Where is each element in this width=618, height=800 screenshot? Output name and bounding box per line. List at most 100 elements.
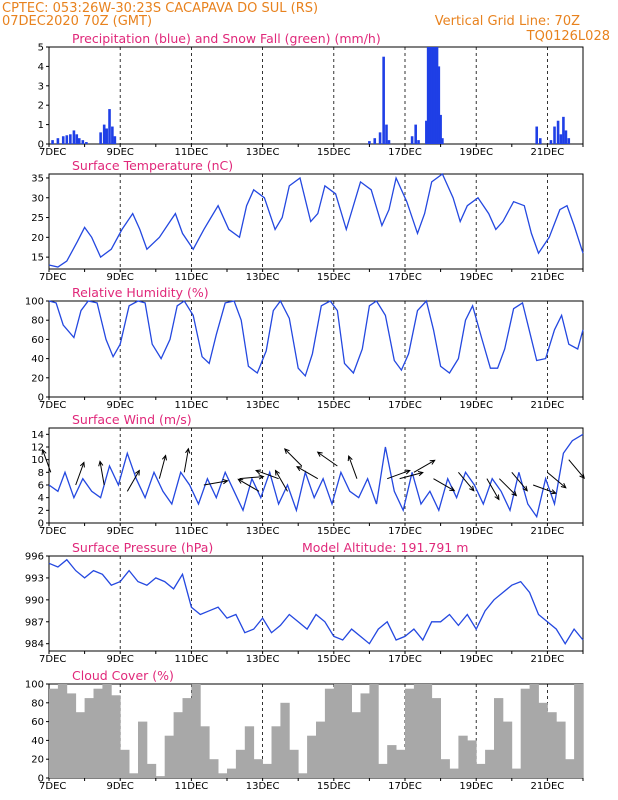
wind-arrow [126, 469, 140, 492]
y-tick-label: 80 [31, 316, 44, 327]
wind-arrow [547, 471, 567, 489]
wind-arrow [486, 478, 500, 501]
cloud-bar [280, 702, 290, 778]
y-tick-label: 2 [38, 506, 44, 517]
y-tick-label: 0 [38, 774, 44, 785]
wind-arrow [413, 459, 436, 473]
precip-bar [102, 124, 106, 144]
series-line [48, 172, 584, 268]
y-tick-label: 990 [25, 595, 44, 606]
precip-bar [77, 138, 81, 144]
plot-frame [48, 555, 584, 652]
precip-bar [105, 128, 108, 144]
y-tick-label: 2 [38, 101, 44, 112]
wind-arrow [458, 472, 475, 492]
wind-arrow [433, 478, 456, 492]
x-tick-label: 13DEC [246, 272, 280, 283]
x-tick-label: 9DEC [107, 400, 134, 411]
cloud-bar [262, 763, 272, 778]
x-tick-label: 21DEC [531, 781, 565, 792]
x-tick-label: 13DEC [246, 400, 280, 411]
cloud-bar [458, 735, 468, 778]
x-tick-label: 7DEC [39, 526, 66, 537]
y-tick-label: 20 [31, 373, 44, 384]
panel-5: 0 20 40 60 80 100 7DEC 9DEC 11DEC 13DEC 15DEC 17DEC… [25, 668, 584, 792]
panel-2: 0 20 40 60 80 100 7DEC 9DEC 11DEC 13DEC 15DEC 17DEC… [25, 285, 584, 411]
wind-arrow [532, 484, 557, 495]
header-date: 07DEC2020 70Z (GMT) [2, 14, 152, 29]
cloud-bar [146, 763, 157, 778]
x-tick-label: 19DEC [459, 654, 493, 665]
plot-frame [48, 46, 584, 145]
cloud-bar [253, 759, 263, 778]
panel-annotation: Model Altitude: 191.791 m [302, 540, 468, 555]
precip-bar [414, 124, 417, 144]
y-tick-label: 8 [38, 468, 44, 479]
x-tick-label: 15DEC [317, 654, 351, 665]
precip-bar [56, 138, 60, 144]
x-tick-label: 19DEC [459, 272, 493, 283]
cloud-bar [298, 773, 308, 778]
x-tick-label: 17DEC [388, 400, 422, 411]
wind-arrow [158, 454, 167, 479]
precip-bar [410, 136, 414, 144]
precip-bar [432, 47, 435, 144]
cloud-bar [200, 726, 210, 778]
precip-bar [113, 136, 117, 144]
cloud-bar [467, 740, 477, 778]
y-tick-label: 0 [38, 140, 44, 151]
wind-arrow [41, 448, 52, 473]
precip-bar [556, 120, 560, 144]
series-line [48, 558, 584, 645]
x-tick-label: 21DEC [531, 526, 565, 537]
y-tick-label: 10 [31, 455, 44, 466]
wind-arrow [568, 459, 585, 479]
wind-arrow [239, 474, 265, 480]
x-tick-label: 7DEC [39, 272, 66, 283]
y-tick-label: 60 [31, 335, 44, 346]
x-tick-label: 19DEC [459, 400, 493, 411]
wind-arrow [98, 460, 105, 486]
y-tick-label: 35 [31, 173, 44, 184]
y-tick-label: 100 [25, 680, 44, 691]
wind-arrow [347, 455, 358, 479]
cloud-bar [396, 749, 406, 778]
y-tick-label: 987 [25, 617, 44, 628]
precip-bar [437, 66, 441, 144]
x-tick-label: 9DEC [107, 272, 134, 283]
y-tick-label: 993 [25, 573, 44, 584]
x-tick-label: 21DEC [531, 272, 565, 283]
precip-bar [373, 138, 377, 144]
cloud-bar [209, 759, 219, 778]
wind-arrow [237, 478, 260, 492]
wind-arrow [183, 447, 191, 473]
precip-bar [439, 114, 442, 144]
x-tick-label: 11DEC [175, 272, 209, 283]
panel-title: Surface Temperature (nC) [72, 158, 233, 173]
cloud-bar [378, 763, 388, 778]
x-tick-label: 15DEC [317, 272, 351, 283]
series-line [48, 433, 584, 519]
precip-bar [72, 130, 76, 144]
cloud-bar [227, 768, 237, 778]
cloud-bar [494, 698, 504, 778]
plot-frame [48, 173, 584, 270]
x-tick-label: 21DEC [531, 654, 565, 665]
cloud-bar [182, 698, 192, 778]
wind-arrow [498, 478, 518, 497]
precip-bar [378, 132, 382, 144]
cloud-bar [57, 684, 68, 778]
cloud-bar [387, 745, 397, 778]
precip-bar [385, 124, 388, 144]
precip-bar [61, 136, 65, 144]
cloud-bar [120, 749, 130, 778]
precip-bar [535, 126, 539, 144]
y-tick-label: 984 [25, 639, 44, 650]
y-tick-label: 6 [38, 481, 44, 492]
x-tick-label: 17DEC [388, 272, 422, 283]
wind-arrow [283, 448, 303, 467]
cloud-bar [164, 735, 174, 778]
